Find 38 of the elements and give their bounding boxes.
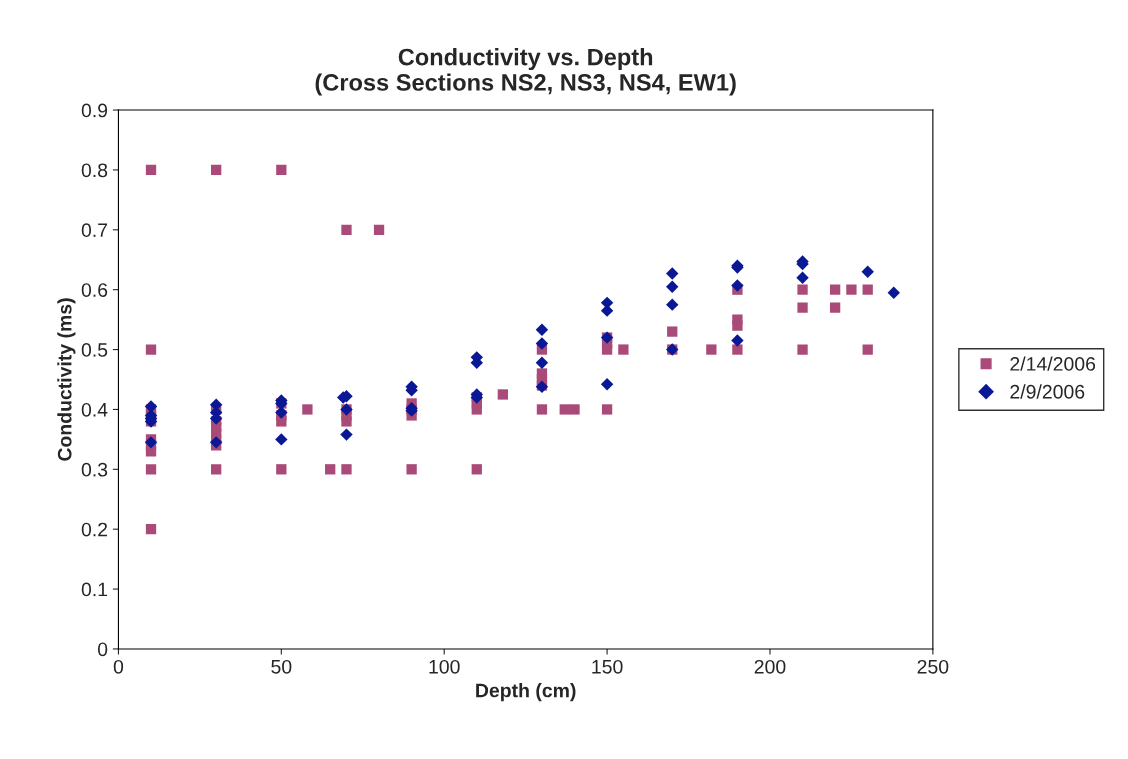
y-tick-label: 0.8	[81, 163, 108, 178]
x-tick-label: 200	[754, 659, 786, 674]
y-tick-label: 0.6	[81, 283, 108, 297]
x-tick-label: 100	[429, 659, 460, 674]
point	[535, 323, 549, 337]
y-axis-title: Conductivity (ms)	[57, 298, 76, 461]
y-tick-label: 0.3	[81, 462, 108, 477]
chart-title: Conductivity vs. Depth (Cross Sections NS2, NS3, NS4, EW1)	[315, 48, 736, 96]
point	[535, 356, 549, 369]
point	[796, 271, 809, 284]
x-tick-label: 250	[917, 659, 949, 674]
point	[209, 436, 223, 449]
point	[600, 304, 614, 317]
point	[731, 279, 744, 292]
y-tick-label: 0.5	[81, 343, 108, 357]
x-tick-label: 50	[271, 659, 292, 674]
x-axis-title: Depth (cm)	[476, 683, 576, 702]
legend-label: 2/9/2006	[1010, 384, 1085, 399]
y-tick-label: 0.7	[81, 223, 108, 238]
y-tick-label: 0	[97, 642, 108, 657]
y-tick-label: 0.2	[81, 522, 108, 537]
y-tick-label: 0.4	[81, 402, 108, 417]
point	[887, 286, 900, 299]
point	[535, 337, 549, 350]
point	[666, 280, 679, 293]
point	[666, 298, 679, 311]
x-tick-label: 150	[592, 659, 623, 674]
y-tick-label: 0.1	[81, 582, 108, 597]
point	[666, 267, 679, 280]
point	[144, 436, 158, 449]
legend-label: 2/14/2006	[1010, 356, 1096, 371]
point	[731, 334, 744, 347]
point	[340, 428, 353, 441]
point	[600, 378, 614, 391]
x-tick-label: 0	[113, 659, 124, 674]
point	[275, 433, 288, 446]
y-tick-label: 0.9	[81, 103, 108, 118]
point	[861, 265, 874, 278]
